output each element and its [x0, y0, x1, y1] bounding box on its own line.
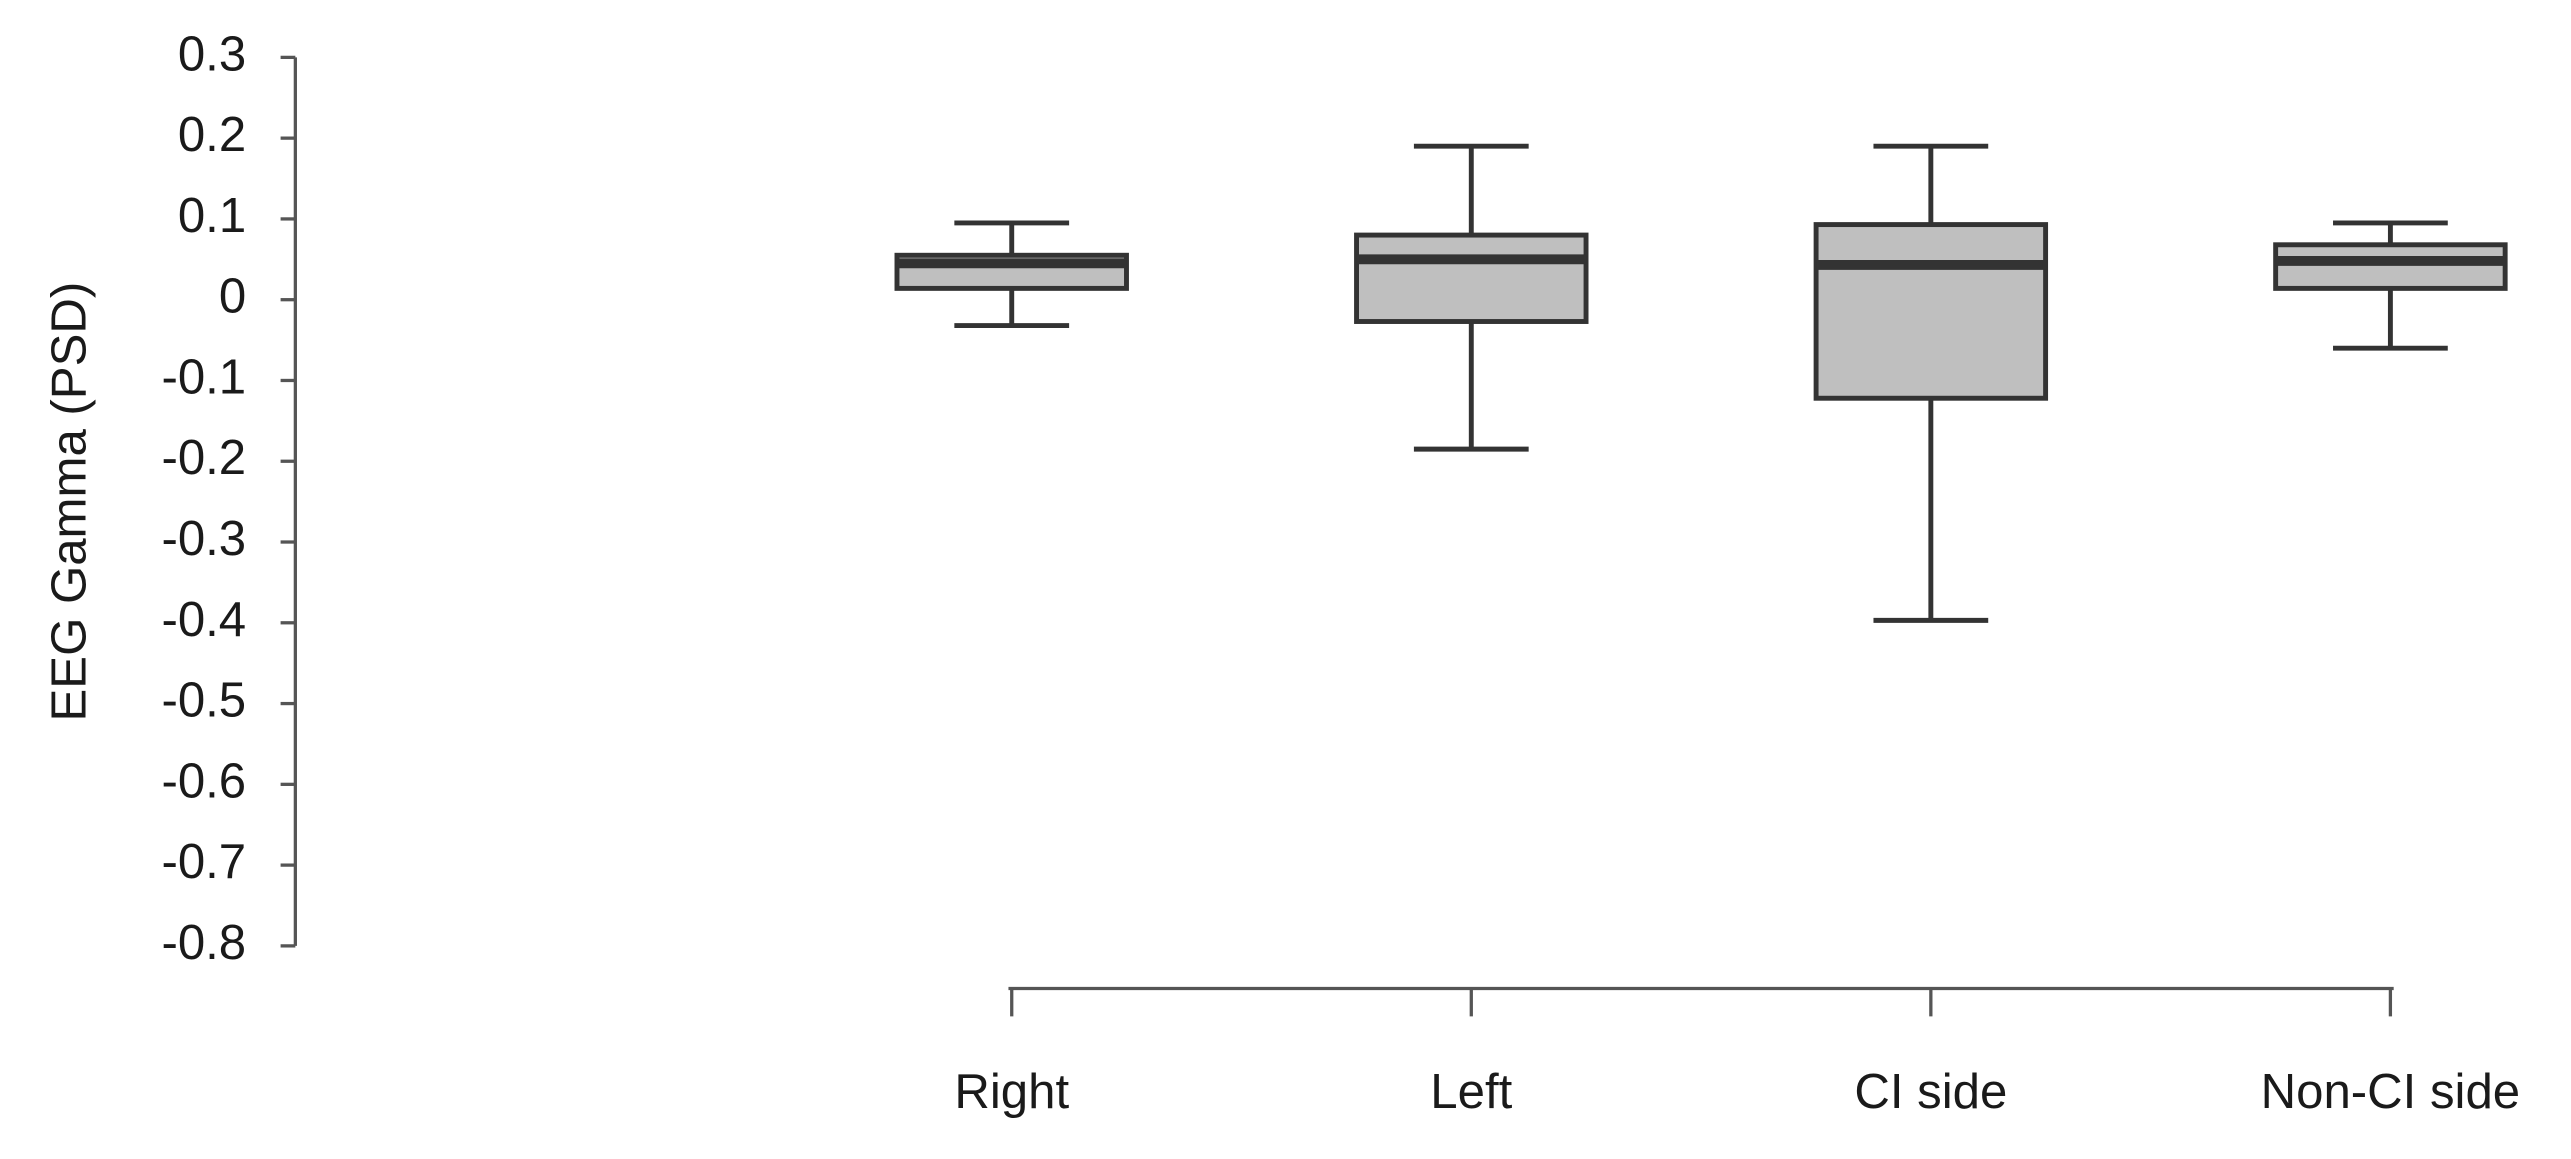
x-tick-label: Non-CI side: [2261, 1064, 2521, 1119]
y-tick-label: -0.1: [161, 349, 246, 404]
y-tick-label: 0: [219, 269, 246, 324]
box: [1813, 222, 2049, 401]
y-tick-label: -0.6: [161, 753, 246, 808]
y-tick-label: 0.2: [178, 107, 246, 162]
x-tick-label: CI side: [1854, 1064, 2007, 1119]
box: [1354, 232, 1589, 324]
y-tick-label: -0.5: [161, 673, 246, 728]
y-axis-label: EEG Gamma (PSD): [41, 282, 96, 722]
y-tick-label: 0.3: [178, 26, 246, 81]
y-tick-label: -0.4: [161, 592, 246, 647]
y-tick-label: -0.2: [161, 430, 246, 485]
y-tick-label: 0.1: [178, 188, 246, 243]
y-tick-label: -0.8: [161, 915, 246, 970]
x-tick-label: Left: [1430, 1064, 1512, 1119]
x-tick-label: Right: [954, 1064, 1069, 1119]
y-tick-label: -0.3: [161, 511, 246, 566]
y-tick-label: -0.7: [161, 834, 246, 889]
box: [2273, 242, 2508, 291]
